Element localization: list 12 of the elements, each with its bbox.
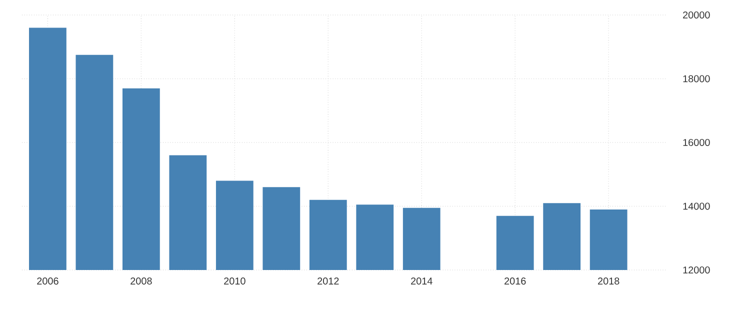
y-tick-label: 14000 [683,202,710,210]
y-tick-label: 12000 [683,266,710,274]
y-tick-label: 18000 [683,75,710,82]
x-tick-label: 2006 [37,278,58,285]
x-tick-label: 2016 [504,278,526,285]
x-tick-label: 2014 [411,278,432,285]
x-tick-label: 2012 [318,278,339,285]
x-tick-label: 2010 [224,278,246,285]
x-tick-label: 2018 [598,278,620,285]
x-tick-label: 2008 [130,278,152,285]
y-tick-label: 20000 [683,11,710,19]
y-tick-label: 16000 [683,138,710,146]
